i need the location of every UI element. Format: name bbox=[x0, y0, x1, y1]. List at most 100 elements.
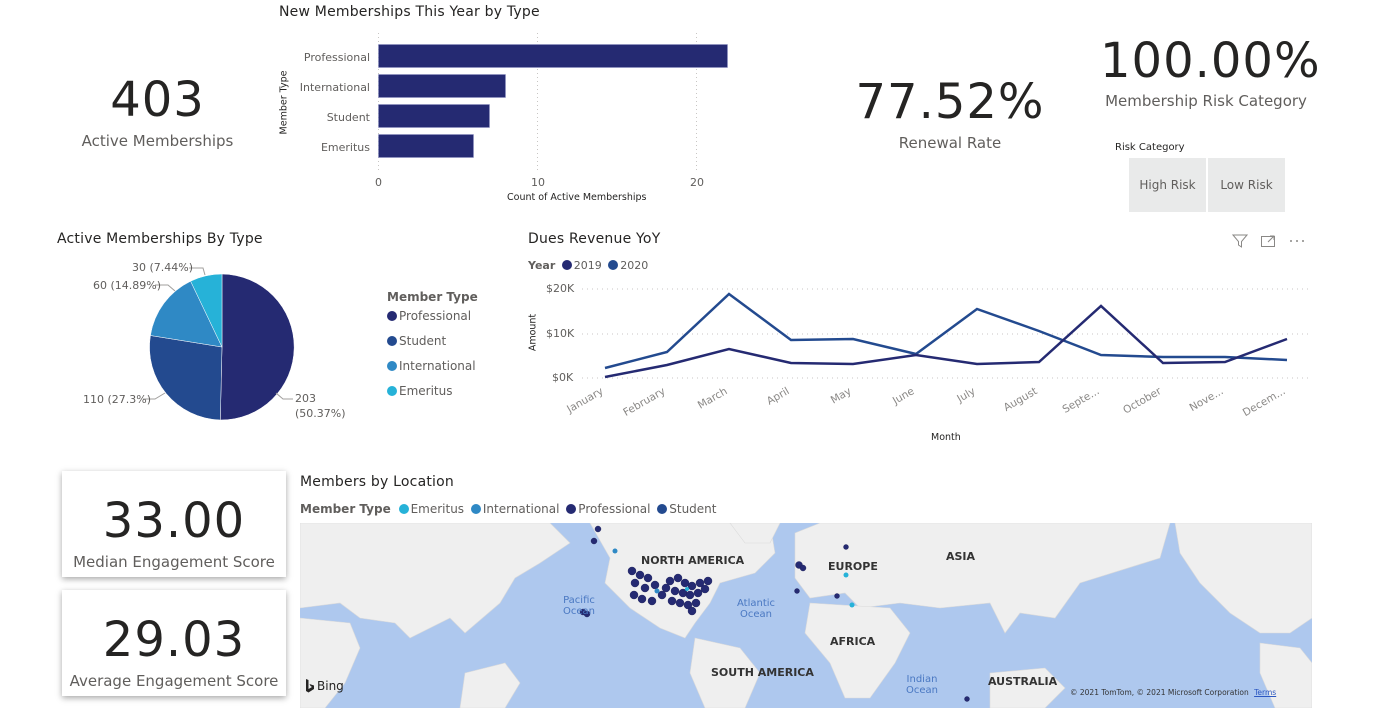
map-title: Members by Location bbox=[300, 474, 454, 490]
svg-text:January: January bbox=[564, 385, 605, 416]
svg-text:August: August bbox=[1002, 385, 1040, 414]
circle-icon bbox=[470, 504, 481, 514]
svg-text:February: February bbox=[621, 385, 667, 419]
circle-icon bbox=[398, 504, 409, 514]
line-legend-item-2020[interactable]: 2020 bbox=[605, 259, 648, 272]
line-chart-title: Dues Revenue YoY bbox=[528, 231, 661, 247]
active-memberships-card: 403 Active Memberships bbox=[60, 70, 255, 160]
median-engagement-label: Median Engagement Score bbox=[73, 553, 275, 571]
pie-chart-title: Active Memberships By Type bbox=[57, 231, 263, 247]
svg-text:Decem...: Decem... bbox=[1241, 385, 1288, 419]
median-engagement-value: 33.00 bbox=[102, 493, 246, 549]
more-options-icon[interactable] bbox=[1288, 233, 1306, 249]
svg-text:June: June bbox=[890, 385, 917, 407]
label-europe: EUROPE bbox=[828, 560, 878, 573]
ytick-0k: $0K bbox=[552, 371, 574, 384]
bar-chart-xtick-0: 0 bbox=[375, 176, 382, 189]
bar-chart-xtick-10: 10 bbox=[531, 176, 545, 189]
pie-label-international: 60 (14.89%) bbox=[93, 279, 162, 292]
circle-icon bbox=[657, 504, 668, 514]
risk-slicer-title: Risk Category bbox=[1115, 142, 1185, 153]
map-legend-item-emeritus[interactable]: Emeritus bbox=[395, 502, 464, 516]
average-engagement-label: Average Engagement Score bbox=[69, 672, 279, 690]
label-asia: ASIA bbox=[946, 550, 976, 563]
svg-text:May: May bbox=[829, 385, 854, 406]
svg-text:October: October bbox=[1121, 385, 1164, 417]
active-memberships-label: Active Memberships bbox=[81, 132, 234, 150]
map-canvas[interactable]: NORTH AMERICA EUROPE ASIA AFRICA SOUTH A… bbox=[300, 523, 1312, 708]
map-legend: Member Type Emeritus International Profe… bbox=[300, 502, 717, 516]
svg-text:July: July bbox=[954, 385, 977, 405]
svg-text:Student: Student bbox=[327, 111, 371, 124]
map-legend-item-international[interactable]: International bbox=[468, 502, 559, 516]
label-pacific-ocean: Pacific Ocean bbox=[563, 595, 595, 617]
svg-text:Nove...: Nove... bbox=[1187, 385, 1225, 414]
label-south-america: SOUTH AMERICA bbox=[711, 666, 814, 679]
high-risk-button[interactable]: High Risk bbox=[1129, 158, 1206, 212]
ytick-20k: $20K bbox=[546, 282, 575, 295]
line-legend-item-2019[interactable]: 2019 bbox=[559, 259, 602, 272]
pie-label-professional: 203 bbox=[295, 392, 316, 405]
pie-legend-title: Member Type bbox=[387, 290, 478, 304]
pie-label-professional-pct: (50.37%) bbox=[295, 407, 346, 420]
circle-icon bbox=[608, 260, 619, 270]
risk-category-card: 100.00% Membership Risk Category bbox=[1100, 30, 1321, 120]
filter-icon[interactable] bbox=[1232, 233, 1248, 249]
line-chart-visual[interactable]: Dues Revenue YoY Year 2019 2020 Amount $… bbox=[520, 225, 1320, 455]
median-engagement-card: 33.00 Median Engagement Score bbox=[62, 471, 286, 577]
svg-text:Emeritus: Emeritus bbox=[321, 141, 370, 154]
line-chart-xlabel: Month bbox=[931, 432, 961, 443]
map-legend-item-student[interactable]: Student bbox=[654, 502, 717, 516]
pie-label-student: 110 (27.3%) bbox=[83, 393, 152, 406]
pie-legend-item-student[interactable]: Student bbox=[387, 334, 478, 359]
label-africa: AFRICA bbox=[830, 635, 876, 648]
pie-chart-visual[interactable]: Active Memberships By Type 30 (7.44%) 60… bbox=[40, 225, 480, 435]
pie-label-emeritus: 30 (7.44%) bbox=[132, 261, 194, 274]
bar-chart-xtick-20: 20 bbox=[690, 176, 704, 189]
circle-icon bbox=[566, 504, 577, 514]
circle-icon bbox=[561, 260, 572, 270]
map-visual[interactable]: Members by Location Member Type Emeritus… bbox=[300, 470, 1312, 708]
world-map-background bbox=[300, 523, 1312, 708]
map-copyright: © 2021 TomTom, © 2021 Microsoft Corporat… bbox=[1070, 688, 1277, 697]
bar-chart-ylabel: Member Type bbox=[278, 70, 290, 135]
bar-chart-visual[interactable]: New Memberships This Year by Type Profes… bbox=[270, 0, 740, 210]
bing-logo: Bing bbox=[305, 679, 344, 693]
risk-category-label: Membership Risk Category bbox=[1105, 92, 1307, 110]
focus-mode-icon[interactable] bbox=[1260, 233, 1276, 249]
svg-text:Professional: Professional bbox=[304, 51, 370, 64]
risk-category-slicer: Risk Category High Risk Low Risk bbox=[1115, 142, 1295, 214]
renewal-rate-card: 77.52% Renewal Rate bbox=[845, 72, 1055, 162]
pie-legend-item-professional[interactable]: Professional bbox=[387, 309, 478, 334]
pie-legend: Member Type Professional Student Interna… bbox=[387, 290, 478, 409]
circle-icon bbox=[387, 311, 397, 321]
svg-text:March: March bbox=[696, 385, 730, 411]
label-atlantic-ocean: Atlantic Ocean bbox=[737, 598, 776, 620]
line-chart-toolbar bbox=[1232, 233, 1306, 249]
label-australia: AUSTRALIA bbox=[988, 675, 1058, 688]
svg-text:Septe...: Septe... bbox=[1061, 385, 1102, 416]
active-memberships-value: 403 bbox=[110, 72, 205, 128]
line-chart-plot: January February March April May June Ju… bbox=[564, 288, 1310, 419]
circle-icon bbox=[387, 386, 397, 396]
svg-text:International: International bbox=[300, 81, 370, 94]
map-legend-item-professional[interactable]: Professional bbox=[563, 502, 650, 516]
terms-link[interactable]: Terms bbox=[1254, 688, 1277, 697]
ytick-10k: $10K bbox=[546, 327, 575, 340]
bing-icon bbox=[306, 679, 314, 693]
average-engagement-card: 29.03 Average Engagement Score bbox=[62, 590, 286, 696]
bar-chart-plot: Professional International Student Emeri… bbox=[300, 33, 728, 170]
renewal-rate-label: Renewal Rate bbox=[898, 134, 1002, 152]
label-indian-ocean: Indian Ocean bbox=[906, 674, 938, 696]
low-risk-button[interactable]: Low Risk bbox=[1208, 158, 1285, 212]
pie-legend-item-international[interactable]: International bbox=[387, 359, 478, 384]
bar-chart-title: New Memberships This Year by Type bbox=[279, 4, 540, 20]
line-chart-legend: Year 2019 2020 bbox=[528, 259, 649, 272]
svg-text:April: April bbox=[765, 385, 792, 407]
bar-chart-xlabel: Count of Active Memberships bbox=[507, 192, 647, 203]
average-engagement-value: 29.03 bbox=[102, 612, 246, 668]
pie-legend-item-emeritus[interactable]: Emeritus bbox=[387, 384, 478, 409]
risk-category-value: 100.00% bbox=[1100, 33, 1321, 89]
circle-icon bbox=[387, 336, 397, 346]
pie-chart-plot bbox=[143, 267, 295, 421]
